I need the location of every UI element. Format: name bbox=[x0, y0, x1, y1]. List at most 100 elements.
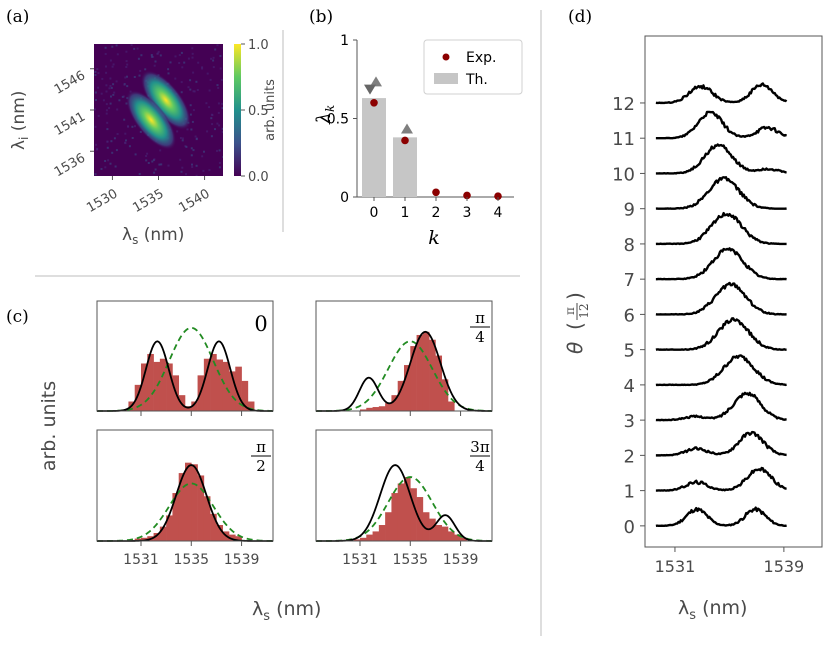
heatmap-noise-pixel bbox=[219, 67, 222, 70]
c-hist-bar bbox=[448, 401, 455, 411]
c-hist-bar bbox=[441, 379, 449, 411]
heatmap-noise-pixel bbox=[127, 125, 130, 128]
c-subplot-2: 1531 1535 1539 π2 bbox=[96, 429, 274, 568]
heatmap-noise-pixel bbox=[144, 68, 147, 71]
heatmap-noise-pixel bbox=[208, 106, 211, 109]
heatmap-noise-pixel bbox=[131, 125, 134, 128]
colorbar-tick-label: 0.0 bbox=[248, 170, 269, 185]
heatmap-noise-pixel bbox=[94, 70, 97, 73]
heatmap-noise-pixel bbox=[211, 123, 214, 126]
heatmap-noise-pixel bbox=[221, 131, 223, 133]
heatmap-noise-pixel bbox=[104, 160, 107, 162]
c-hist-bar bbox=[429, 518, 436, 541]
heatmap-noise-pixel bbox=[137, 57, 140, 60]
c-hist-bar bbox=[454, 534, 461, 541]
heatmap-noise-pixel bbox=[109, 59, 112, 62]
c-hist-bar bbox=[353, 539, 361, 541]
c-hist-bar bbox=[241, 380, 249, 411]
colorbar-label: arb. units bbox=[263, 79, 278, 141]
c-hist-bar bbox=[391, 493, 399, 541]
heatmap-noise-pixel bbox=[190, 128, 193, 131]
heatmap bbox=[94, 44, 223, 176]
d-trace-5 bbox=[655, 317, 787, 351]
c-hist-bar bbox=[141, 363, 148, 411]
c-xlabel: λs (nm) bbox=[252, 598, 321, 624]
heatmap-noise-pixel bbox=[104, 46, 107, 49]
heatmap-noise-pixel bbox=[216, 149, 218, 152]
b-ytick-label: 0.5 bbox=[327, 112, 349, 128]
heatmap-noise-pixel bbox=[195, 164, 198, 167]
c-hist-bar bbox=[222, 361, 230, 411]
heatmap-noise-pixel bbox=[131, 137, 134, 139]
svg-text:π: π bbox=[563, 307, 577, 315]
heatmap-noise-pixel bbox=[192, 109, 195, 112]
d-trace-10 bbox=[655, 143, 787, 175]
heatmap-noise-pixel bbox=[104, 166, 107, 169]
heatmap-noise-pixel bbox=[222, 45, 223, 48]
c-hist-bar bbox=[410, 346, 417, 411]
heatmap-noise-pixel bbox=[153, 158, 156, 161]
heatmap-noise-pixel bbox=[201, 67, 204, 70]
d-trace-0 bbox=[655, 506, 788, 528]
heatmap-noise-pixel bbox=[218, 124, 221, 127]
c-angle-numerator: π bbox=[256, 438, 266, 456]
heatmap-ylabel: λi (nm) bbox=[9, 91, 31, 150]
heatmap-noise-pixel bbox=[105, 103, 108, 106]
heatmap-noise-pixel bbox=[94, 173, 97, 176]
b-triangle-up-1 bbox=[401, 123, 413, 134]
c-hist-bar bbox=[441, 526, 449, 541]
heatmap-noise-pixel bbox=[94, 108, 96, 111]
heatmap-noise-pixel bbox=[220, 78, 223, 81]
c-hist-bar bbox=[153, 533, 161, 541]
heatmap-noise-pixel bbox=[217, 111, 220, 114]
heatmap-noise-pixel bbox=[187, 57, 190, 60]
heatmap-noise-pixel bbox=[97, 86, 100, 89]
d-xtick-label: 1539 bbox=[764, 557, 805, 576]
c-hist-bar bbox=[366, 534, 373, 541]
c-subplot-3: 1531 1535 1539 3π4 bbox=[315, 429, 493, 568]
heatmap-noise-pixel bbox=[94, 91, 97, 94]
c-angle-denominator: 2 bbox=[256, 457, 266, 475]
heatmap-noise-pixel bbox=[126, 85, 129, 88]
c-hist-bar bbox=[172, 493, 180, 541]
a-ytick-label: 1536 bbox=[52, 151, 88, 181]
c-hist-bar bbox=[178, 473, 186, 541]
panel-d-label: (d) bbox=[568, 7, 592, 27]
heatmap-noise-pixel bbox=[159, 149, 162, 152]
heatmap-noise-pixel bbox=[191, 47, 194, 50]
heatmap-noise-pixel bbox=[214, 128, 216, 131]
heatmap-noise-pixel bbox=[221, 127, 223, 130]
heatmap-noise-pixel bbox=[194, 135, 197, 138]
c-xtick-label: 1535 bbox=[173, 552, 209, 568]
heatmap-noise-pixel bbox=[196, 89, 199, 91]
b-ytick-label: 1 bbox=[340, 33, 349, 49]
d-trace-8 bbox=[655, 211, 787, 246]
c-hist-bar bbox=[229, 534, 236, 541]
panel-a-label: (a) bbox=[6, 7, 29, 27]
c-hist-bar bbox=[191, 464, 198, 541]
heatmap-noise-pixel bbox=[123, 83, 126, 86]
heatmap-noise-pixel bbox=[208, 169, 211, 172]
c-hist-bar bbox=[391, 395, 399, 411]
heatmap-noise-pixel bbox=[125, 60, 128, 63]
heatmap-noise-pixel bbox=[192, 149, 195, 152]
heatmap-noise-pixel bbox=[189, 104, 192, 107]
heatmap-noise-pixel bbox=[112, 63, 115, 66]
heatmap-noise-pixel bbox=[123, 118, 126, 121]
heatmap-noise-pixel bbox=[146, 152, 149, 155]
heatmap-noise-pixel bbox=[191, 166, 194, 168]
heatmap-noise-pixel bbox=[179, 137, 182, 139]
heatmap-noise-pixel bbox=[159, 54, 162, 57]
heatmap-noise-pixel bbox=[147, 162, 150, 164]
heatmap-noise-pixel bbox=[115, 149, 118, 152]
heatmap-noise-pixel bbox=[126, 75, 128, 78]
heatmap-noise-pixel bbox=[110, 86, 113, 89]
heatmap-noise-pixel bbox=[145, 159, 148, 162]
d-xtick-label: 1531 bbox=[655, 557, 696, 576]
heatmap-noise-pixel bbox=[174, 55, 177, 58]
heatmap-noise-pixel bbox=[212, 66, 215, 69]
heatmap-noise-pixel bbox=[191, 163, 193, 166]
heatmap-noise-pixel bbox=[216, 122, 219, 125]
c-hist-bar bbox=[360, 537, 367, 541]
heatmap-noise-pixel bbox=[138, 173, 141, 175]
